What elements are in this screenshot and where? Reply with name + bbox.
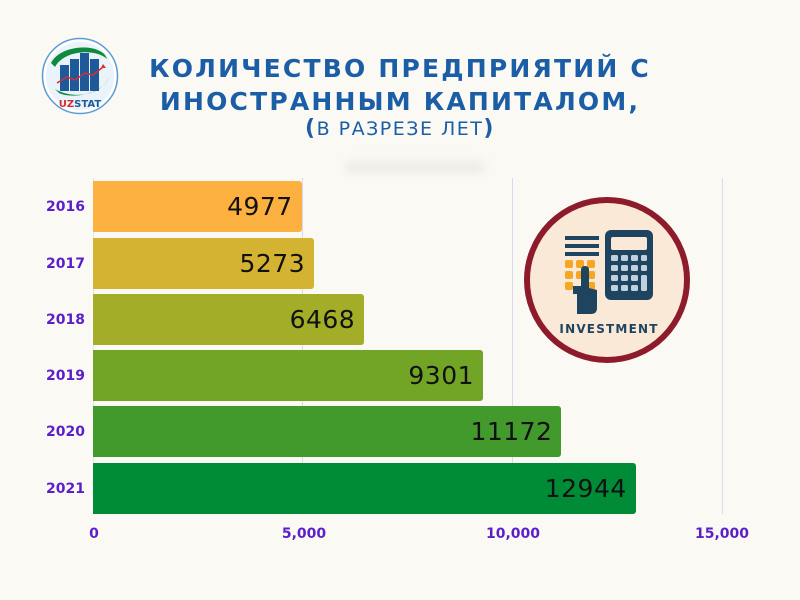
y-tick-2020: 2020 [46,424,85,440]
subtitle-text: В РАЗРЕЗЕ ЛЕТ [316,118,484,140]
x-tick-0: 0 [89,526,99,542]
bar-2020: 11172 [93,406,562,457]
bar-2018: 6468 [93,294,365,345]
bar-value-label: 9301 [408,361,475,390]
bar-2017: 5273 [93,238,315,289]
y-tick-2017: 2017 [46,256,85,272]
bar-value-label: 12944 [544,474,627,503]
page-title: КОЛИЧЕСТВО ПРЕДПРИЯТИЙ С ИНОСТРАННЫМ КАП… [120,52,680,142]
gridline-5000 [302,178,303,514]
subtitle-open-paren: ( [305,116,317,141]
y-tick-2021: 2021 [46,481,85,497]
x-tick-15000: 15,000 [694,526,750,542]
svg-text:UZSTAT: UZSTAT [59,99,102,110]
bar-chart-plot: 4977 5273 6468 9301 11172 12944 [93,178,733,518]
gridline-15000 [722,178,723,514]
x-tick-5000: 5,000 [281,526,327,542]
bar-value-label: 5273 [239,249,306,278]
bar-2016: 4977 [93,181,302,232]
y-axis-line [93,178,94,514]
bar-value-label: 11172 [470,417,553,446]
svg-text:INVESTMENT: INVESTMENT [559,322,658,336]
title-line-2: ИНОСТРАННЫМ КАПИТАЛОМ, [159,87,641,116]
decorative-blur [345,160,485,174]
x-tick-10000: 10,000 [485,526,541,542]
gridline-10000 [512,178,513,514]
bar-2021: 12944 [93,463,636,514]
investment-illustration: INVESTMENT [523,196,691,364]
bar-2019: 9301 [93,350,484,401]
y-tick-2016: 2016 [46,199,85,215]
subtitle-close-paren: ) [483,116,495,141]
y-tick-2019: 2019 [46,368,85,384]
calculator-investment-icon: INVESTMENT [524,197,690,363]
bar-value-label: 4977 [227,192,293,221]
bar-value-label: 6468 [289,305,356,334]
y-tick-2018: 2018 [46,312,85,328]
uzstat-logo-icon: UZSTAT [41,37,119,115]
title-line-1: КОЛИЧЕСТВО ПРЕДПРИЯТИЙ С [149,54,651,83]
uzstat-logo: UZSTAT [41,37,119,115]
subtitle: (В РАЗРЕЗЕ ЛЕТ) [120,116,680,142]
